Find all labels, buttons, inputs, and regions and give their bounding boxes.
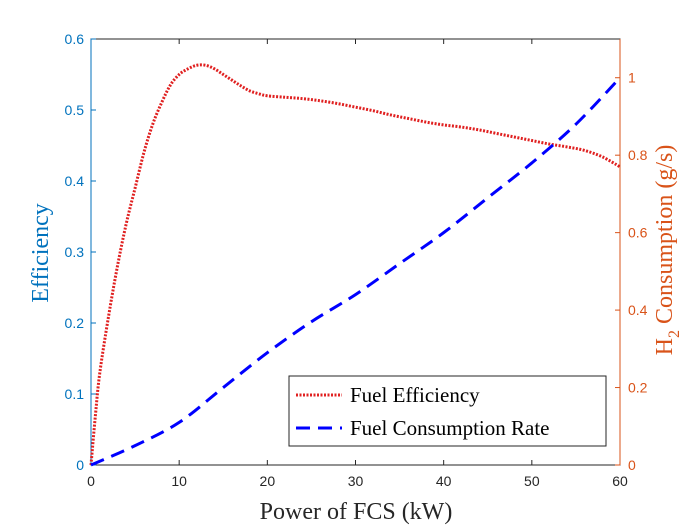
y-axis-right: 0 0.2 0.4 0.6 0.8 1	[615, 39, 648, 473]
y-left-tick-label: 0.3	[65, 244, 85, 260]
fuel-consumption-line	[90, 76, 622, 467]
y-axis-right-label-main: H	[652, 338, 678, 355]
x-tick-label: 10	[171, 473, 187, 489]
y-left-tick-label: 0.4	[65, 173, 85, 189]
y-left-tick-label: 0.2	[65, 315, 85, 331]
y-right-tick-label: 0.2	[628, 380, 648, 396]
y-right-tick-label: 0.4	[628, 302, 648, 318]
y-right-tick-label: 0	[628, 457, 636, 473]
y-left-tick-label: 0	[76, 457, 84, 473]
legend-consumption-label: Fuel Consumption Rate	[350, 416, 550, 440]
y-right-tick-label: 1	[628, 70, 636, 86]
x-tick-label: 20	[260, 473, 276, 489]
x-tick-label: 0	[87, 473, 95, 489]
x-tick-label: 60	[612, 473, 628, 489]
y-axis-right-label-rest: Consumption (g/s)	[652, 145, 678, 330]
x-axis: 0 10 20 30 40 50 60	[87, 39, 628, 489]
y-axis-left: 0 0.1 0.2 0.3 0.4 0.5 0.6	[65, 31, 96, 473]
legend-efficiency-label: Fuel Efficiency	[350, 383, 480, 407]
y-axis-right-label-subscript: 2	[666, 330, 683, 338]
legend-box	[288, 375, 607, 447]
y-axis-left-label: Efficiency	[28, 203, 54, 303]
y-right-tick-label: 0.8	[628, 147, 648, 163]
y-axis-right-label: H2 Consumption (g/s)	[652, 145, 683, 356]
y-left-tick-label: 0.1	[65, 386, 85, 402]
x-tick-label: 50	[524, 473, 540, 489]
series-layer	[89, 63, 622, 467]
y-left-tick-label: 0.5	[65, 102, 85, 118]
y-right-tick-label: 0.6	[628, 225, 648, 241]
x-axis-label: Power of FCS (kW)	[260, 499, 453, 525]
x-tick-label: 40	[436, 473, 452, 489]
x-tick-label: 30	[348, 473, 364, 489]
legend: Fuel Efficiency Fuel Consumption Rate	[288, 375, 607, 447]
fuel-efficiency-line	[89, 63, 621, 466]
y-left-tick-label: 0.6	[65, 31, 85, 47]
